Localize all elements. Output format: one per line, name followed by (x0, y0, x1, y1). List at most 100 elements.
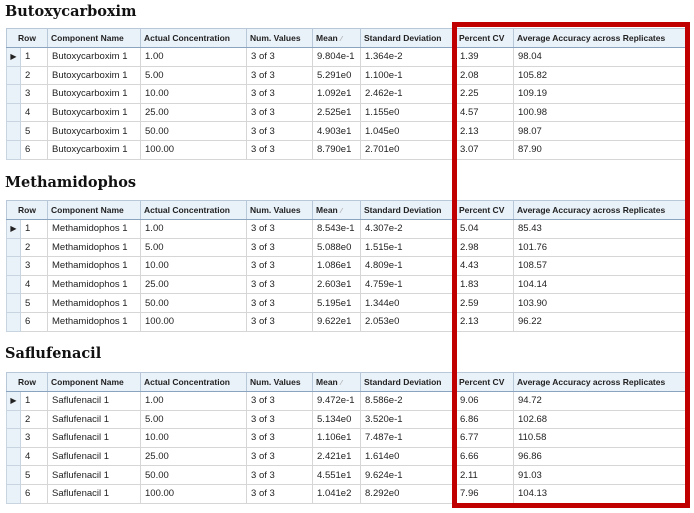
row-selector[interactable] (6, 139, 21, 160)
cell-actual-concentration: 1.00 (140, 391, 248, 411)
table-row[interactable]: 2 Butoxycarboxim 1 5.00 3 of 3 5.291e0 1.100e… (6, 65, 688, 86)
cell-average-accuracy-across-replicates: 98.07 (513, 121, 688, 141)
cell-component-name: Saflufenacil 1 (47, 409, 142, 430)
results-table[interactable]: Row Component Name Actual Concentration Num… (5, 200, 688, 332)
table-row[interactable]: 6 Butoxycarboxim 1 100.00 3 of 3 8.790e1 2.70… (6, 139, 688, 160)
cell-actual-concentration: 5.00 (140, 237, 248, 258)
cell-percent-cv: 4.57 (455, 102, 515, 123)
column-header-num-values[interactable]: Num. Values (246, 28, 314, 48)
column-header-num-values[interactable]: Num. Values (246, 200, 314, 220)
column-header-percent-cv[interactable]: Percent CV (455, 372, 515, 392)
column-header-actual-concentration[interactable]: Actual Concentration (140, 372, 248, 392)
column-header-component-name[interactable]: Component Name (47, 372, 142, 392)
cell-standard-deviation: 2.462e-1 (360, 84, 457, 104)
table-row[interactable]: 6 Methamidophos 1 100.00 3 of 3 9.622e1 2.053… (6, 311, 688, 332)
row-selector[interactable] (6, 465, 21, 485)
cell-average-accuracy-across-replicates: 91.03 (513, 465, 688, 485)
table-row[interactable]: 3 Saflufenacil 1 10.00 3 of 3 1.106e1 7.487e-… (6, 428, 688, 448)
row-selector[interactable] (6, 84, 21, 104)
cell-component-name: Butoxycarboxim 1 (47, 139, 142, 160)
cell-num-values: 3 of 3 (246, 428, 314, 448)
column-header-average-accuracy-across-replicates[interactable]: Average Accuracy across Replicates (513, 200, 688, 220)
column-header-component-name[interactable]: Component Name (47, 28, 142, 48)
cell-mean: 9.622e1 (312, 311, 362, 332)
cell-mean: 8.543e-1 (312, 219, 362, 239)
column-header-actual-concentration[interactable]: Actual Concentration (140, 28, 248, 48)
cell-row: 5 (20, 121, 49, 141)
row-selector[interactable] (6, 409, 21, 430)
cell-num-values: 3 of 3 (246, 219, 314, 239)
column-header-standard-deviation[interactable]: Standard Deviation (360, 200, 457, 220)
cell-percent-cv: 7.96 (455, 483, 515, 504)
cell-row: 1 (20, 219, 49, 239)
column-header-mean[interactable]: Mean ⁄ (312, 372, 362, 392)
row-selector[interactable] (6, 121, 21, 141)
row-selector[interactable]: ▶ (6, 219, 21, 239)
cell-actual-concentration: 10.00 (140, 84, 248, 104)
cell-percent-cv: 3.07 (455, 139, 515, 160)
column-header-average-accuracy-across-replicates[interactable]: Average Accuracy across Replicates (513, 372, 688, 392)
column-header-actual-concentration[interactable]: Actual Concentration (140, 200, 248, 220)
table-row[interactable]: 5 Methamidophos 1 50.00 3 of 3 5.195e1 1.344e… (6, 293, 688, 313)
table-row[interactable]: 3 Butoxycarboxim 1 10.00 3 of 3 1.092e1 2.462… (6, 84, 688, 104)
row-selector[interactable] (6, 65, 21, 86)
row-selector[interactable] (6, 483, 21, 504)
cell-mean: 9.472e-1 (312, 391, 362, 411)
column-header-mean[interactable]: Mean ⁄ (312, 200, 362, 220)
row-selector[interactable] (6, 237, 21, 258)
cell-standard-deviation: 1.344e0 (360, 293, 457, 313)
cell-row: 6 (20, 311, 49, 332)
column-header-standard-deviation[interactable]: Standard Deviation (360, 28, 457, 48)
cell-row: 3 (20, 428, 49, 448)
column-header-component-name[interactable]: Component Name (47, 200, 142, 220)
cell-percent-cv: 2.08 (455, 65, 515, 86)
table-row[interactable]: 2 Methamidophos 1 5.00 3 of 3 5.088e0 1.515e-… (6, 237, 688, 258)
cell-average-accuracy-across-replicates: 104.13 (513, 483, 688, 504)
cell-mean: 8.790e1 (312, 139, 362, 160)
results-table[interactable]: Row Component Name Actual Concentration Num… (5, 28, 688, 160)
table-row[interactable]: 4 Butoxycarboxim 1 25.00 3 of 3 2.525e1 1.155… (6, 102, 688, 123)
cell-num-values: 3 of 3 (246, 483, 314, 504)
column-header-row[interactable]: Row (5, 372, 49, 392)
cell-mean: 1.086e1 (312, 256, 362, 276)
column-header-row[interactable]: Row (5, 28, 49, 48)
row-selector[interactable] (6, 446, 21, 467)
cell-standard-deviation: 8.586e-2 (360, 391, 457, 411)
table-row[interactable]: ▶ 1 Methamidophos 1 1.00 3 of 3 8.543e-1 4.307… (6, 219, 688, 239)
row-selector[interactable]: ▶ (6, 47, 21, 67)
cell-num-values: 3 of 3 (246, 256, 314, 276)
column-header-percent-cv[interactable]: Percent CV (455, 28, 515, 48)
cell-mean: 1.041e2 (312, 483, 362, 504)
cell-percent-cv: 1.83 (455, 274, 515, 295)
table-row[interactable]: 6 Saflufenacil 1 100.00 3 of 3 1.041e2 8.292e… (6, 483, 688, 504)
column-header-percent-cv[interactable]: Percent CV (455, 200, 515, 220)
table-row[interactable]: 4 Saflufenacil 1 25.00 3 of 3 2.421e1 1.614e0… (6, 446, 688, 467)
cell-num-values: 3 of 3 (246, 293, 314, 313)
table-row[interactable]: 3 Methamidophos 1 10.00 3 of 3 1.086e1 4.809e… (6, 256, 688, 276)
cell-num-values: 3 of 3 (246, 274, 314, 295)
row-selector[interactable] (6, 274, 21, 295)
table-row[interactable]: ▶ 1 Saflufenacil 1 1.00 3 of 3 9.472e-1 8.586e… (6, 391, 688, 411)
column-header-num-values[interactable]: Num. Values (246, 372, 314, 392)
column-header-row[interactable]: Row (5, 200, 49, 220)
cell-actual-concentration: 10.00 (140, 256, 248, 276)
row-selector[interactable] (6, 428, 21, 448)
table-row[interactable]: ▶ 1 Butoxycarboxim 1 1.00 3 of 3 9.804e-1 1.36… (6, 47, 688, 67)
cell-row: 2 (20, 65, 49, 86)
table-row[interactable]: 4 Methamidophos 1 25.00 3 of 3 2.603e1 4.759e… (6, 274, 688, 295)
cell-component-name: Methamidophos 1 (47, 237, 142, 258)
results-table[interactable]: Row Component Name Actual Concentration Num… (5, 372, 688, 504)
column-header-standard-deviation[interactable]: Standard Deviation (360, 372, 457, 392)
row-selector[interactable] (6, 311, 21, 332)
row-selector[interactable] (6, 293, 21, 313)
table-row[interactable]: 5 Saflufenacil 1 50.00 3 of 3 4.551e1 9.624e-… (6, 465, 688, 485)
table-row[interactable]: 2 Saflufenacil 1 5.00 3 of 3 5.134e0 3.520e-1… (6, 409, 688, 430)
row-selector[interactable] (6, 102, 21, 123)
row-selector[interactable]: ▶ (6, 391, 21, 411)
cell-mean: 5.088e0 (312, 237, 362, 258)
column-header-mean[interactable]: Mean ⁄ (312, 28, 362, 48)
column-header-average-accuracy-across-replicates[interactable]: Average Accuracy across Replicates (513, 28, 688, 48)
cell-standard-deviation: 1.364e-2 (360, 47, 457, 67)
table-row[interactable]: 5 Butoxycarboxim 1 50.00 3 of 3 4.903e1 1.045… (6, 121, 688, 141)
row-selector[interactable] (6, 256, 21, 276)
